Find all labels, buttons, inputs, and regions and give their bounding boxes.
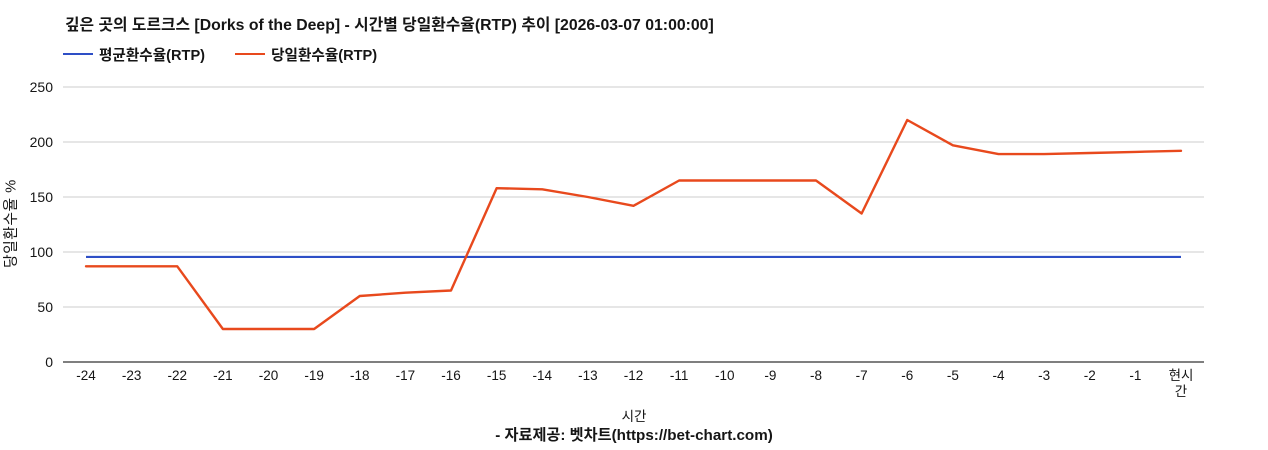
svg-text:-13: -13: [578, 368, 598, 383]
svg-text:200: 200: [30, 134, 54, 150]
svg-text:150: 150: [30, 189, 54, 205]
svg-text:-3: -3: [1038, 368, 1050, 383]
svg-text:-23: -23: [122, 368, 142, 383]
svg-text:-7: -7: [856, 368, 868, 383]
svg-text:-4: -4: [992, 368, 1004, 383]
svg-text:-10: -10: [715, 368, 735, 383]
svg-text:-5: -5: [947, 368, 959, 383]
svg-text:-8: -8: [810, 368, 822, 383]
svg-text:-17: -17: [396, 368, 416, 383]
svg-text:-12: -12: [624, 368, 644, 383]
svg-text:-2: -2: [1084, 368, 1096, 383]
svg-text:-21: -21: [213, 368, 233, 383]
svg-text:-19: -19: [304, 368, 324, 383]
svg-text:0: 0: [45, 354, 53, 370]
svg-text:-6: -6: [901, 368, 913, 383]
svg-text:-15: -15: [487, 368, 507, 383]
svg-text:250: 250: [30, 79, 54, 95]
svg-text:-24: -24: [76, 368, 96, 383]
svg-text:-18: -18: [350, 368, 370, 383]
svg-text:-11: -11: [670, 368, 689, 383]
svg-text:간: 간: [1175, 384, 1187, 399]
svg-text:현시: 현시: [1169, 368, 1194, 383]
svg-text:-9: -9: [764, 368, 776, 383]
svg-text:-16: -16: [441, 368, 461, 383]
svg-text:100: 100: [30, 244, 54, 260]
svg-text:-14: -14: [532, 368, 552, 383]
svg-text:50: 50: [37, 299, 53, 315]
svg-text:-20: -20: [259, 368, 279, 383]
svg-text:-1: -1: [1129, 368, 1141, 383]
svg-text:-22: -22: [167, 368, 187, 383]
